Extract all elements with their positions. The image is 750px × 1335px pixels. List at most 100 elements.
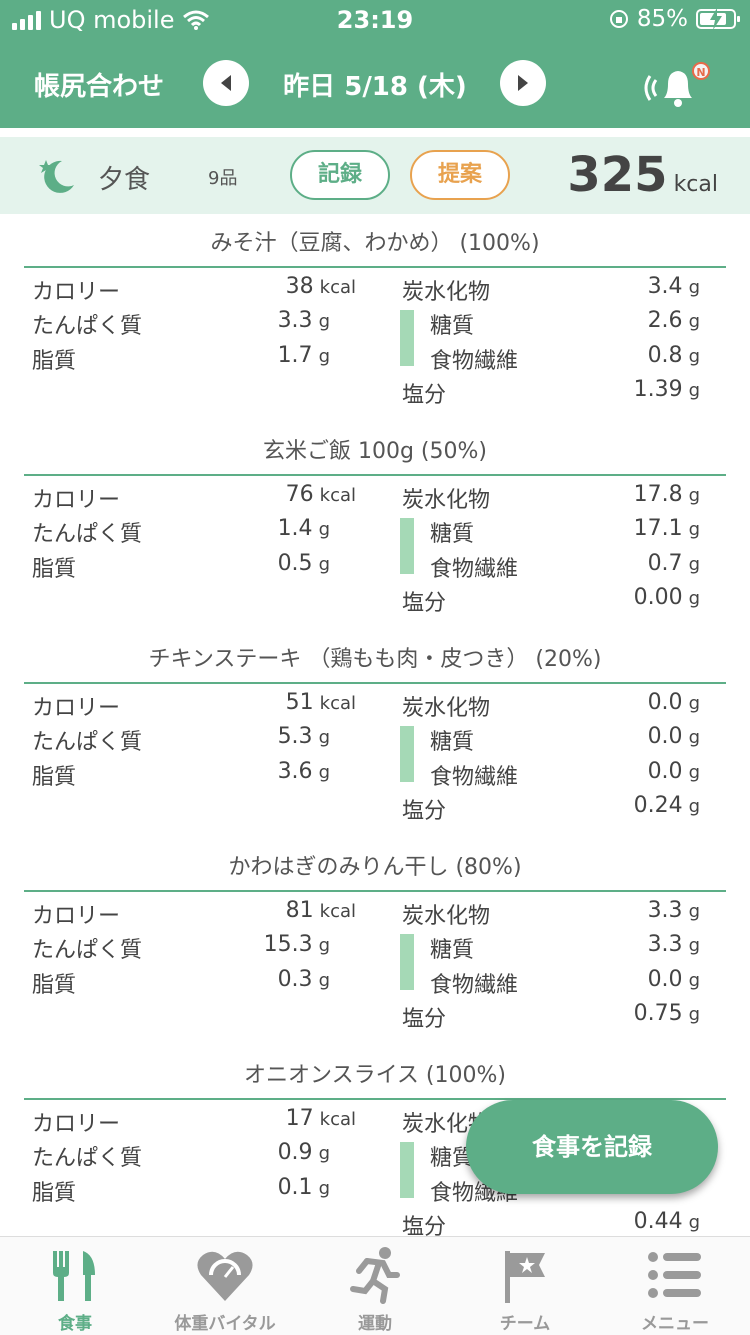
sugar-value: 17.1 g: [633, 516, 700, 541]
salt-value: 0.00 g: [633, 585, 700, 610]
carb-breakdown-bar: [400, 518, 414, 574]
divider: [24, 890, 726, 892]
moon-icon: [39, 160, 74, 193]
fat-label: 脂質: [32, 349, 77, 374]
kcal-unit: kcal: [673, 172, 718, 197]
tab-team[interactable]: チーム: [450, 1237, 600, 1335]
salt-value: 0.75 g: [633, 1001, 700, 1026]
divider: [24, 266, 726, 268]
carb-breakdown-bar: [400, 726, 414, 782]
calorie-value: 38 kcal: [285, 274, 356, 299]
food-title: オニオンスライス (100%): [244, 1063, 506, 1088]
fork-knife-icon: [53, 1251, 95, 1301]
protein-value: 15.3 g: [263, 932, 330, 957]
food-item[interactable]: みそ汁（豆腐、わかめ） (100%) カロリー たんぱく質 脂質 38 kcal …: [24, 218, 726, 408]
calorie-value: 76 kcal: [285, 482, 356, 507]
wifi-icon: [183, 10, 210, 30]
signal-icon: [12, 10, 41, 30]
sugar-value: 0.0 g: [647, 724, 700, 749]
runner-icon: [350, 1247, 400, 1304]
carbs-label: 炭水化物: [402, 696, 491, 721]
fat-value: 0.3 g: [277, 967, 330, 992]
calorie-label: カロリー: [32, 488, 121, 513]
tab-label: チーム: [499, 1314, 551, 1334]
fat-label: 脂質: [32, 973, 77, 998]
bell-icon: [644, 71, 692, 107]
battery-icon: [696, 8, 740, 30]
tab-meals[interactable]: 食事: [0, 1237, 150, 1335]
kcal-value: 325: [567, 147, 668, 203]
page-title: 帳尻合わせ: [34, 72, 165, 102]
clock: 23:19: [336, 6, 414, 34]
tab-label: 運動: [358, 1314, 392, 1334]
fat-label: 脂質: [32, 557, 77, 582]
tab-exercise[interactable]: 運動: [300, 1237, 450, 1335]
protein-label: たんぱく質: [32, 1146, 143, 1171]
fat-value: 1.7 g: [277, 343, 330, 368]
fiber-label: 食物繊維: [430, 765, 519, 790]
carrier-info: UQ mobile: [12, 6, 210, 34]
protein-label: たんぱく質: [32, 522, 143, 547]
tab-bar: 食事 体重バイタル 運動 チーム メニュー: [0, 1236, 750, 1335]
fiber-label: 食物繊維: [430, 557, 519, 582]
prev-day-button[interactable]: [203, 60, 249, 106]
carbs-value: 3.3 g: [647, 898, 700, 923]
fat-label: 脂質: [32, 765, 77, 790]
calorie-value: 51 kcal: [285, 690, 356, 715]
food-title: 玄米ご飯 100g (50%): [262, 439, 487, 464]
protein-value: 3.3 g: [277, 308, 330, 333]
carbs-label: 炭水化物: [402, 280, 491, 305]
battery-percent: 85%: [636, 6, 688, 32]
suggest-button[interactable]: 提案: [410, 150, 510, 200]
carb-breakdown-bar: [400, 1142, 414, 1198]
menu-icon: [648, 1252, 701, 1298]
carbs-value: 17.8 g: [633, 482, 700, 507]
next-day-button[interactable]: [500, 60, 546, 106]
heart-scale-icon: [197, 1251, 253, 1301]
tab-label: 食事: [58, 1314, 92, 1334]
carrier-name: UQ mobile: [49, 6, 175, 34]
food-title: かわはぎのみりん干し (80%): [228, 855, 522, 880]
meal-item-count: 9品: [208, 168, 238, 189]
divider: [24, 1098, 726, 1100]
status-bar: UQ mobile 23:19 85%: [0, 0, 750, 40]
tab-label: メニュー: [641, 1314, 709, 1334]
carb-breakdown-bar: [400, 934, 414, 990]
calorie-label: カロリー: [32, 280, 121, 305]
salt-label: 塩分: [402, 1215, 447, 1240]
carbs-value: 0.0 g: [647, 690, 700, 715]
protein-label: たんぱく質: [32, 938, 143, 963]
salt-value: 0.24 g: [633, 793, 700, 818]
chevron-right-icon: [518, 75, 528, 91]
sugar-value: 3.3 g: [647, 932, 700, 957]
fiber-label: 食物繊維: [430, 349, 519, 374]
carbs-value: 3.4 g: [647, 274, 700, 299]
food-item[interactable]: チキンステーキ （鶏もも肉・皮つき） (20%) カロリー たんぱく質 脂質 5…: [24, 634, 726, 824]
calorie-value: 17 kcal: [285, 1106, 356, 1131]
protein-label: たんぱく質: [32, 314, 143, 339]
record-meal-button[interactable]: 食事を記録: [466, 1100, 718, 1194]
calorie-value: 81 kcal: [285, 898, 356, 923]
food-item[interactable]: オニオンスライス (100%) カロリー たんぱく質 脂質 17 kcal 0.9…: [24, 1050, 726, 1240]
calorie-label: カロリー: [32, 1112, 121, 1137]
tab-weight-vital[interactable]: 体重バイタル: [150, 1237, 300, 1335]
notification-button[interactable]: N: [642, 58, 712, 114]
carb-breakdown-bar: [400, 310, 414, 366]
record-button[interactable]: 記録: [290, 150, 390, 200]
flag-icon: [505, 1251, 545, 1303]
food-item[interactable]: かわはぎのみりん干し (80%) カロリー たんぱく質 脂質 81 kcal 15…: [24, 842, 726, 1032]
sugar-label: 糖質: [430, 522, 475, 547]
carbs-label: 炭水化物: [402, 904, 491, 929]
current-date: 昨日 5/18 (木): [283, 72, 467, 102]
fiber-value: 0.0 g: [647, 967, 700, 992]
notification-badge: N: [692, 62, 710, 80]
fiber-value: 0.0 g: [647, 759, 700, 784]
chevron-left-icon: [221, 75, 231, 91]
food-item[interactable]: 玄米ご飯 100g (50%) カロリー たんぱく質 脂質 76 kcal 1.4…: [24, 426, 726, 616]
tab-menu[interactable]: メニュー: [600, 1237, 750, 1335]
rotation-lock-icon: [609, 10, 628, 28]
fat-value: 0.1 g: [277, 1175, 330, 1200]
fat-value: 3.6 g: [277, 759, 330, 784]
calorie-label: カロリー: [32, 696, 121, 721]
protein-value: 0.9 g: [277, 1140, 330, 1165]
